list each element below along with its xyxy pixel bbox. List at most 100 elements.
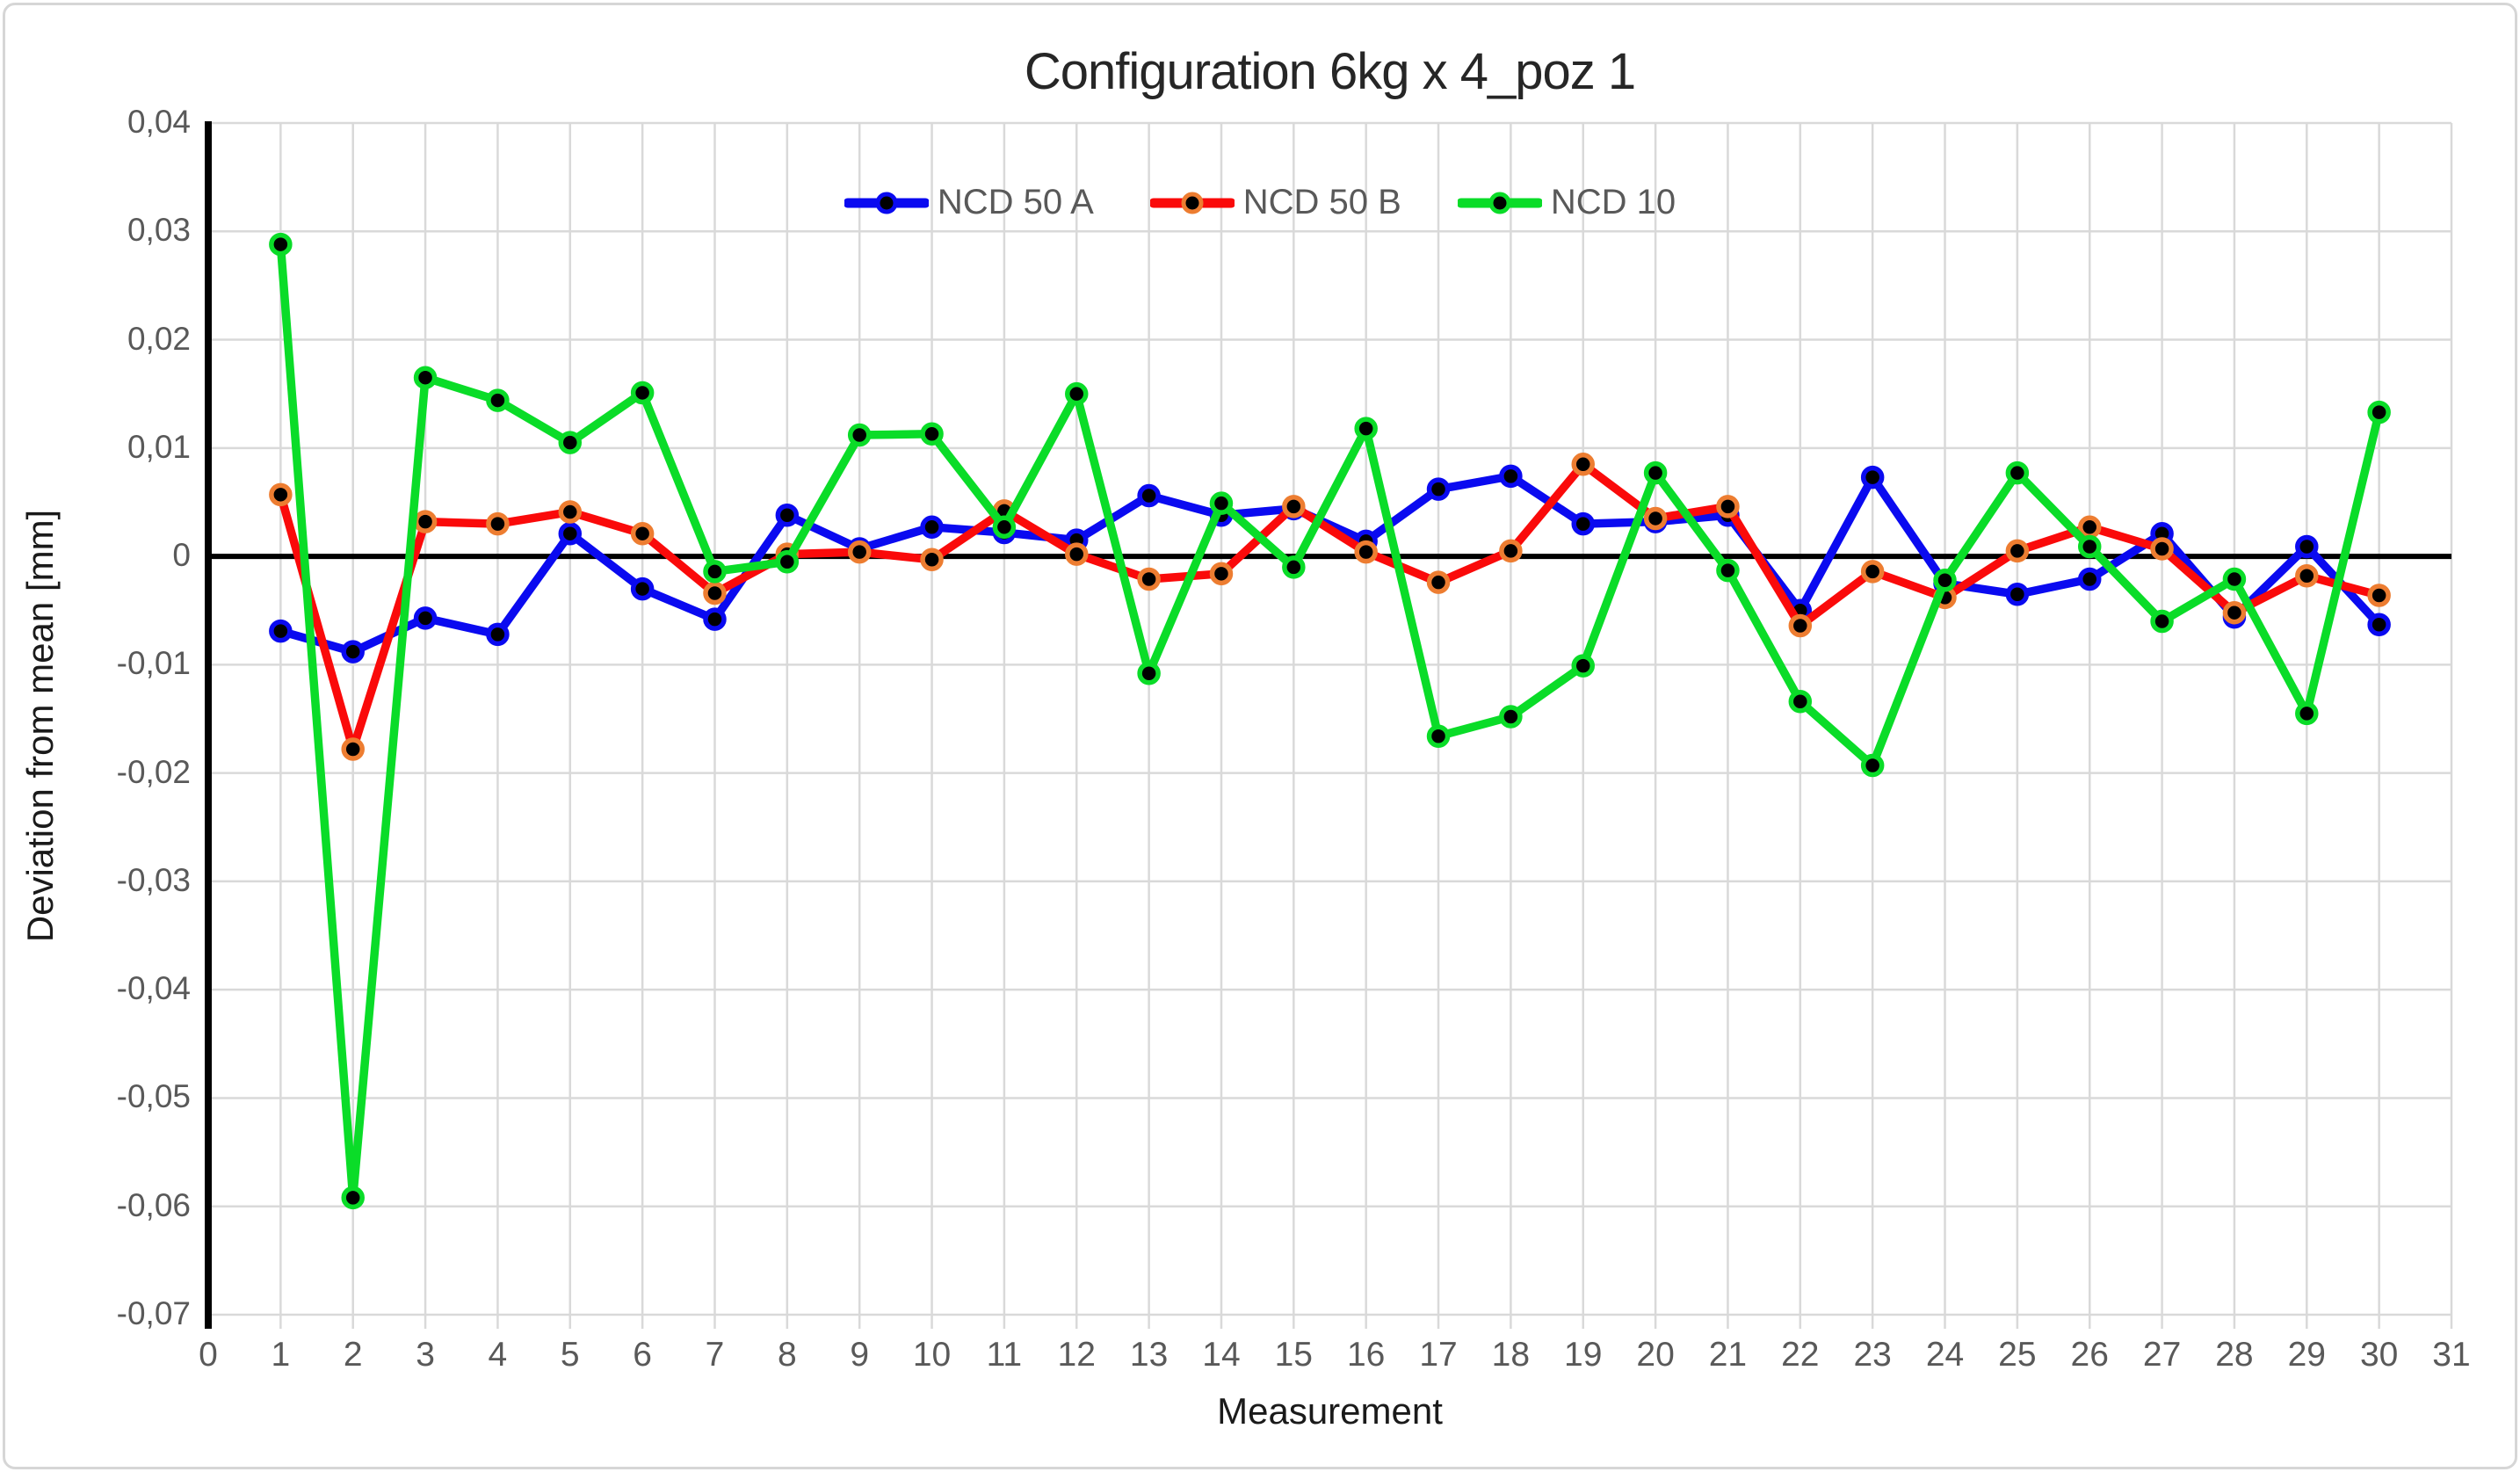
- data-point-ncd-10: [775, 550, 800, 574]
- x-axis-title: Measurement: [1217, 1390, 1443, 1432]
- data-point-ncd-50-a: [920, 515, 944, 540]
- y-tick-label: 0: [172, 537, 191, 574]
- data-point-ncd-10: [2150, 609, 2174, 634]
- data-point-ncd-50-a: [630, 576, 655, 601]
- x-tick-label: 4: [488, 1336, 508, 1374]
- data-point-ncd-50-b: [413, 510, 438, 533]
- data-point-ncd-10: [2005, 460, 2030, 485]
- legend-marker-icon-ncd-50-b: [1149, 192, 1235, 214]
- x-tick-label: 6: [633, 1336, 652, 1374]
- data-point-ncd-50-a: [703, 607, 727, 631]
- y-tick-label: 0,04: [127, 104, 191, 140]
- legend-marker-icon-ncd-50-a: [844, 192, 929, 214]
- chart-title: Configuration 6kg x 4_poz 1: [1024, 43, 1636, 100]
- data-point-ncd-50-a: [341, 640, 365, 663]
- x-tick-label: 23: [1853, 1336, 1892, 1374]
- x-tick-label: 8: [777, 1336, 797, 1374]
- data-point-ncd-50-a: [1499, 464, 1523, 489]
- x-tick-label: 17: [1419, 1336, 1458, 1374]
- y-tick-label: 0,02: [127, 320, 191, 357]
- legend-item-ncd-50-a: NCD 50 A: [844, 183, 1094, 222]
- data-point-ncd-10: [1209, 491, 1234, 515]
- y-tick-label: -0,06: [116, 1186, 191, 1223]
- data-point-ncd-50-a: [269, 619, 293, 643]
- y-tick-label: 0,03: [127, 212, 191, 249]
- legend-item-ncd-50-b: NCD 50 B: [1149, 183, 1401, 222]
- data-point-ncd-50-b: [847, 540, 872, 564]
- data-point-ncd-50-a: [2367, 613, 2391, 637]
- y-tick-label: -0,01: [116, 645, 191, 682]
- data-point-ncd-10: [1426, 724, 1451, 748]
- data-point-ncd-50-b: [341, 737, 365, 761]
- data-point-ncd-50-b: [1065, 542, 1089, 566]
- data-point-ncd-10: [1860, 753, 1885, 778]
- data-point-ncd-10: [2295, 701, 2319, 726]
- data-point-ncd-10: [1282, 555, 1306, 579]
- data-point-ncd-50-b: [1354, 540, 1378, 564]
- data-point-ncd-50-a: [2005, 582, 2030, 606]
- data-point-ncd-10: [2222, 567, 2247, 591]
- series-line-ncd-50-b: [276, 460, 2384, 754]
- y-tick-label: -0,04: [116, 970, 191, 1007]
- x-tick-label: 27: [2142, 1336, 2182, 1374]
- data-point-ncd-50-a: [2077, 567, 2102, 591]
- x-tick-label: 2: [343, 1336, 363, 1374]
- data-point-ncd-50-a: [413, 606, 438, 630]
- data-point-ncd-50-b: [920, 547, 944, 572]
- series-line-ncd-10: [276, 240, 2384, 1202]
- legend-label-ncd-50-a: NCD 50 A: [937, 183, 1094, 221]
- data-point-ncd-10: [1643, 460, 1668, 485]
- data-point-ncd-10: [486, 388, 510, 412]
- legend-item-ncd-10: NCD 10: [1457, 183, 1676, 222]
- x-tick-label: 15: [1274, 1336, 1313, 1374]
- data-point-ncd-10: [1716, 558, 1740, 583]
- data-point-ncd-50-b: [1788, 613, 1813, 638]
- y-tick-label: -0,07: [116, 1295, 191, 1331]
- data-point-ncd-50-a: [1137, 483, 1161, 508]
- x-tick-label: 0: [199, 1336, 218, 1374]
- legend: NCD 50 A NCD 50 B NCD 10: [0, 183, 2520, 222]
- x-tick-label: 20: [1636, 1336, 1675, 1374]
- data-point-ncd-50-b: [269, 482, 293, 507]
- x-tick-label: 3: [416, 1336, 435, 1374]
- data-point-ncd-50-b: [630, 521, 655, 546]
- data-point-ncd-50-b: [1499, 539, 1523, 563]
- data-point-ncd-10: [992, 515, 1017, 540]
- data-point-ncd-10: [1354, 417, 1378, 440]
- data-point-ncd-50-b: [486, 511, 510, 536]
- x-tick-label: 13: [1129, 1336, 1169, 1374]
- legend-marker-icon-ncd-10: [1457, 192, 1542, 214]
- data-point-ncd-50-b: [2222, 600, 2247, 625]
- x-tick-label: 28: [2215, 1336, 2254, 1374]
- x-tick-label: 12: [1057, 1336, 1096, 1374]
- data-point-ncd-50-b: [1860, 560, 1885, 584]
- data-point-ncd-50-b: [1137, 567, 1161, 591]
- x-tick-label: 1: [271, 1336, 291, 1374]
- data-point-ncd-10: [1065, 381, 1089, 406]
- data-point-ncd-10: [558, 431, 583, 454]
- data-point-ncd-50-b: [1571, 453, 1595, 476]
- data-point-ncd-10: [1137, 661, 1161, 685]
- x-tick-label: 29: [2287, 1336, 2326, 1374]
- data-point-ncd-10: [2367, 400, 2391, 424]
- data-point-ncd-10: [1788, 690, 1813, 714]
- y-tick-label: 0,01: [127, 428, 191, 465]
- data-point-ncd-50-a: [486, 622, 510, 647]
- x-tick-label: 14: [1202, 1336, 1241, 1374]
- data-point-ncd-50-b: [558, 500, 583, 524]
- data-point-ncd-50-b: [1426, 570, 1451, 594]
- data-point-ncd-50-b: [2150, 537, 2174, 561]
- y-tick-label: -0,02: [116, 753, 191, 790]
- data-point-ncd-10: [269, 232, 293, 257]
- x-tick-label: 30: [2359, 1336, 2399, 1374]
- data-point-ncd-10: [341, 1186, 365, 1210]
- x-tick-label: 25: [1998, 1336, 2037, 1374]
- data-point-ncd-10: [1571, 654, 1595, 678]
- x-tick-label: 11: [986, 1336, 1023, 1374]
- data-point-ncd-50-b: [703, 581, 727, 605]
- x-tick-label: 22: [1781, 1336, 1820, 1374]
- x-tick-label: 19: [1564, 1336, 1603, 1374]
- x-tick-label: 5: [560, 1336, 580, 1374]
